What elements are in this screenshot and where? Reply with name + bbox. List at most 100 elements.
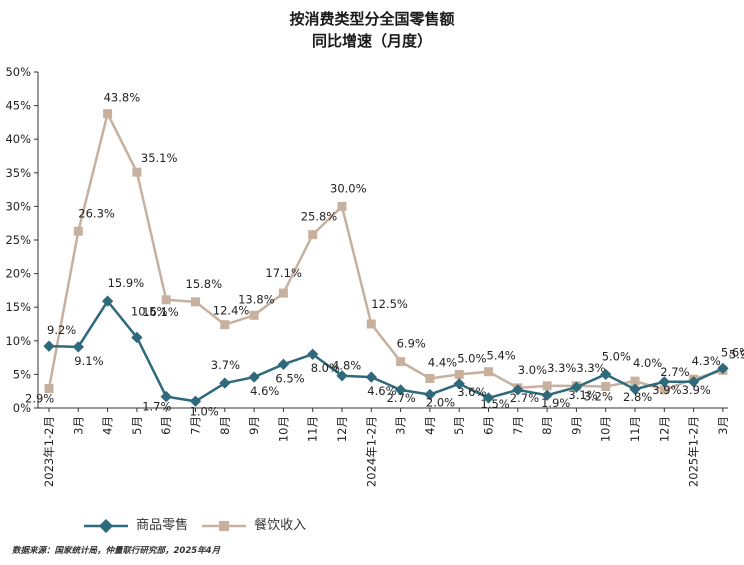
data-point-goods [43, 340, 55, 352]
x-tick-label: 3月 [716, 416, 730, 435]
data-label-catering: 15.8% [186, 277, 223, 291]
data-point-goods [482, 392, 495, 404]
data-label-catering: 16.1% [142, 305, 179, 319]
data-label-goods: 2.7% [510, 391, 539, 405]
data-label-catering: 2.7% [660, 365, 689, 379]
data-label-catering: 6.9% [397, 337, 426, 351]
data-point-catering [630, 376, 640, 386]
data-point-catering [542, 381, 552, 391]
data-point-catering [366, 319, 376, 329]
source-note: 数据来源：国家统计局，仲量联行研究部，2025年4月 [12, 546, 221, 556]
y-tick-label: 50% [5, 65, 31, 79]
data-point-catering [396, 357, 406, 367]
data-label-goods: 4.6% [367, 384, 396, 398]
data-label-catering: 5.0% [457, 351, 486, 365]
data-label-goods: 3.9% [652, 383, 681, 397]
data-label-catering: 2.9% [25, 392, 54, 406]
data-label-goods: 3.6% [457, 385, 486, 399]
data-point-goods [717, 362, 729, 375]
data-label-catering: 3.2% [584, 389, 613, 403]
data-label-goods: 9.2% [47, 323, 76, 337]
data-point-catering [191, 297, 200, 307]
data-label-goods: 5.0% [602, 349, 631, 363]
y-tick-label: 45% [5, 99, 31, 113]
data-point-catering [484, 367, 493, 377]
x-tick-label: 5月 [130, 416, 144, 435]
legend-swatch-goods [84, 518, 128, 533]
data-point-goods [277, 358, 290, 370]
data-point-goods [219, 377, 231, 389]
data-label-catering: 3.3% [547, 361, 576, 375]
data-label-catering: 13.8% [238, 292, 275, 306]
data-point-catering [308, 230, 318, 240]
data-label-catering: 17.1% [265, 266, 302, 280]
data-point-catering [44, 384, 54, 394]
data-point-goods [394, 384, 407, 396]
series-line-catering [47, 110, 724, 392]
x-tick-label: 8月 [540, 416, 554, 435]
data-point-goods [365, 371, 377, 383]
data-label-catering: 4.0% [633, 356, 662, 370]
data-label-catering: 5.6% [721, 345, 744, 359]
legend-label-catering: 餐饮收入 [254, 518, 307, 533]
data-label-catering: 12.4% [213, 304, 250, 318]
data-point-catering [337, 201, 347, 211]
data-point-catering [601, 381, 611, 391]
data-label-goods: 3.7% [211, 358, 240, 372]
data-label-catering: 25.8% [301, 210, 338, 224]
x-tick-label: 11月 [306, 416, 320, 442]
data-label-catering: 35.1% [141, 151, 178, 165]
data-point-catering [103, 109, 113, 119]
data-label-goods: 1.7% [142, 400, 171, 414]
y-tick-label: 15% [5, 300, 31, 314]
data-label-catering: 30.0% [330, 181, 367, 195]
x-tick-label: 12月 [335, 416, 349, 442]
x-tick-label: 6月 [159, 416, 173, 435]
series-line-goods [48, 299, 724, 403]
data-point-goods [131, 331, 143, 344]
legend-swatch-catering [202, 520, 246, 531]
y-tick-label: 20% [5, 267, 31, 281]
x-tick-label: 11月 [628, 416, 642, 442]
data-label-goods: 2.8% [623, 390, 652, 404]
legend-item-goods: 商品零售 [82, 514, 188, 533]
data-point-goods [570, 381, 583, 393]
x-tick-label: 3月 [71, 416, 85, 435]
data-point-goods [424, 388, 436, 401]
data-label-catering: 12.5% [371, 297, 408, 311]
data-label-goods: 1.0% [190, 404, 219, 418]
data-point-catering [73, 226, 83, 236]
x-tick-label: 9月 [569, 416, 583, 435]
y-tick-label: 10% [5, 334, 31, 348]
x-tick-label: 12月 [657, 416, 671, 442]
data-label-goods: 8.0% [311, 361, 340, 375]
data-point-goods [453, 378, 465, 390]
data-label-goods: 4.8% [332, 359, 361, 373]
data-label-goods: 9.1% [74, 354, 103, 368]
x-tick-label: 8月 [218, 416, 232, 435]
x-tick-label: 7月 [189, 416, 203, 435]
y-tick-label: 35% [5, 166, 31, 180]
data-label-catering: 4.3% [692, 354, 721, 368]
data-label-goods: 2.0% [426, 396, 455, 410]
y-tick-label: 0% [13, 401, 31, 415]
x-tick-label: 5月 [452, 416, 466, 435]
data-point-catering [278, 288, 288, 298]
x-tick-label: 10月 [599, 416, 613, 442]
y-tick-label: 25% [5, 233, 31, 247]
data-label-catering: 4.4% [428, 355, 457, 369]
data-point-goods [160, 390, 172, 403]
x-tick-label: 2025年1-2月 [687, 416, 701, 487]
data-point-catering [454, 369, 464, 379]
data-point-goods [512, 384, 524, 396]
data-point-goods [658, 376, 670, 388]
data-label-catering: 5.4% [487, 349, 516, 363]
data-label-goods: 6.5% [275, 371, 304, 385]
data-point-catering [659, 385, 669, 395]
data-point-goods [307, 348, 319, 360]
data-label-goods: 1.5% [481, 397, 510, 411]
x-tick-label: 7月 [511, 416, 525, 435]
data-point-catering [132, 167, 142, 177]
x-tick-label: 2024年1-2月 [364, 416, 378, 487]
data-label-goods: 1.9% [541, 396, 570, 410]
